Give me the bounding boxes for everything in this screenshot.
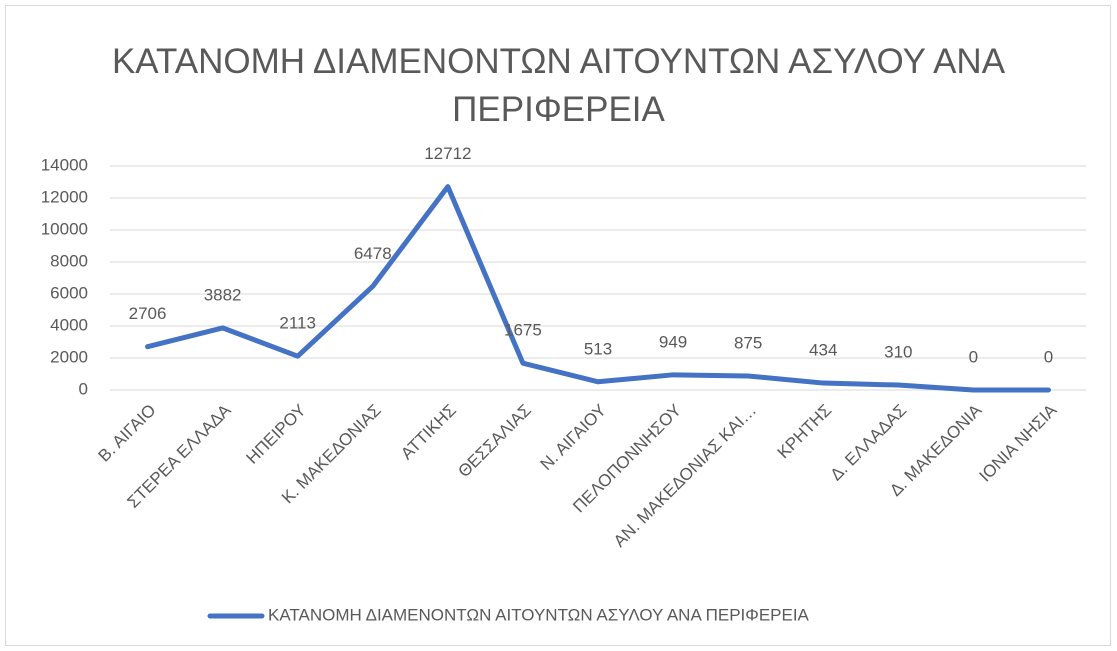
y-tick-label: 10000 — [41, 219, 88, 238]
y-tick-label: 2000 — [50, 347, 88, 366]
data-label: 12712 — [424, 144, 471, 163]
data-label: 0 — [969, 347, 978, 366]
y-tick-label: 14000 — [41, 155, 88, 174]
data-label: 513 — [584, 339, 612, 358]
data-label: 2113 — [279, 314, 316, 333]
y-tick-label: 4000 — [50, 315, 88, 334]
data-label: 2706 — [129, 304, 167, 323]
data-label: 949 — [659, 332, 687, 351]
y-tick-label: 0 — [79, 379, 88, 398]
y-tick-label: 6000 — [50, 283, 88, 302]
data-label: 0 — [1044, 347, 1053, 366]
data-label: 3882 — [204, 285, 242, 304]
chart-title: ΚΑΤΑΝΟΜΗ ΔΙΑΜΕΝΟΝΤΩΝ ΑΙΤΟΥΝΤΩΝ ΑΣΥΛΟΥ ΑΝ… — [111, 42, 1006, 129]
data-label: 6478 — [354, 244, 392, 263]
y-tick-label: 12000 — [41, 187, 88, 206]
y-tick-label: 8000 — [50, 251, 88, 270]
data-label: 875 — [734, 333, 762, 352]
legend-label: ΚΑΤΑΝΟΜΗ ΔΙΑΜΕΝΟΝΤΩΝ ΑΙΤΟΥΝΤΩΝ ΑΣΥΛΟΥ ΑΝ… — [268, 605, 810, 624]
data-label: 1675 — [504, 321, 542, 340]
data-label: 310 — [884, 343, 912, 362]
data-line — [145, 184, 1051, 393]
data-label: 434 — [809, 341, 837, 360]
